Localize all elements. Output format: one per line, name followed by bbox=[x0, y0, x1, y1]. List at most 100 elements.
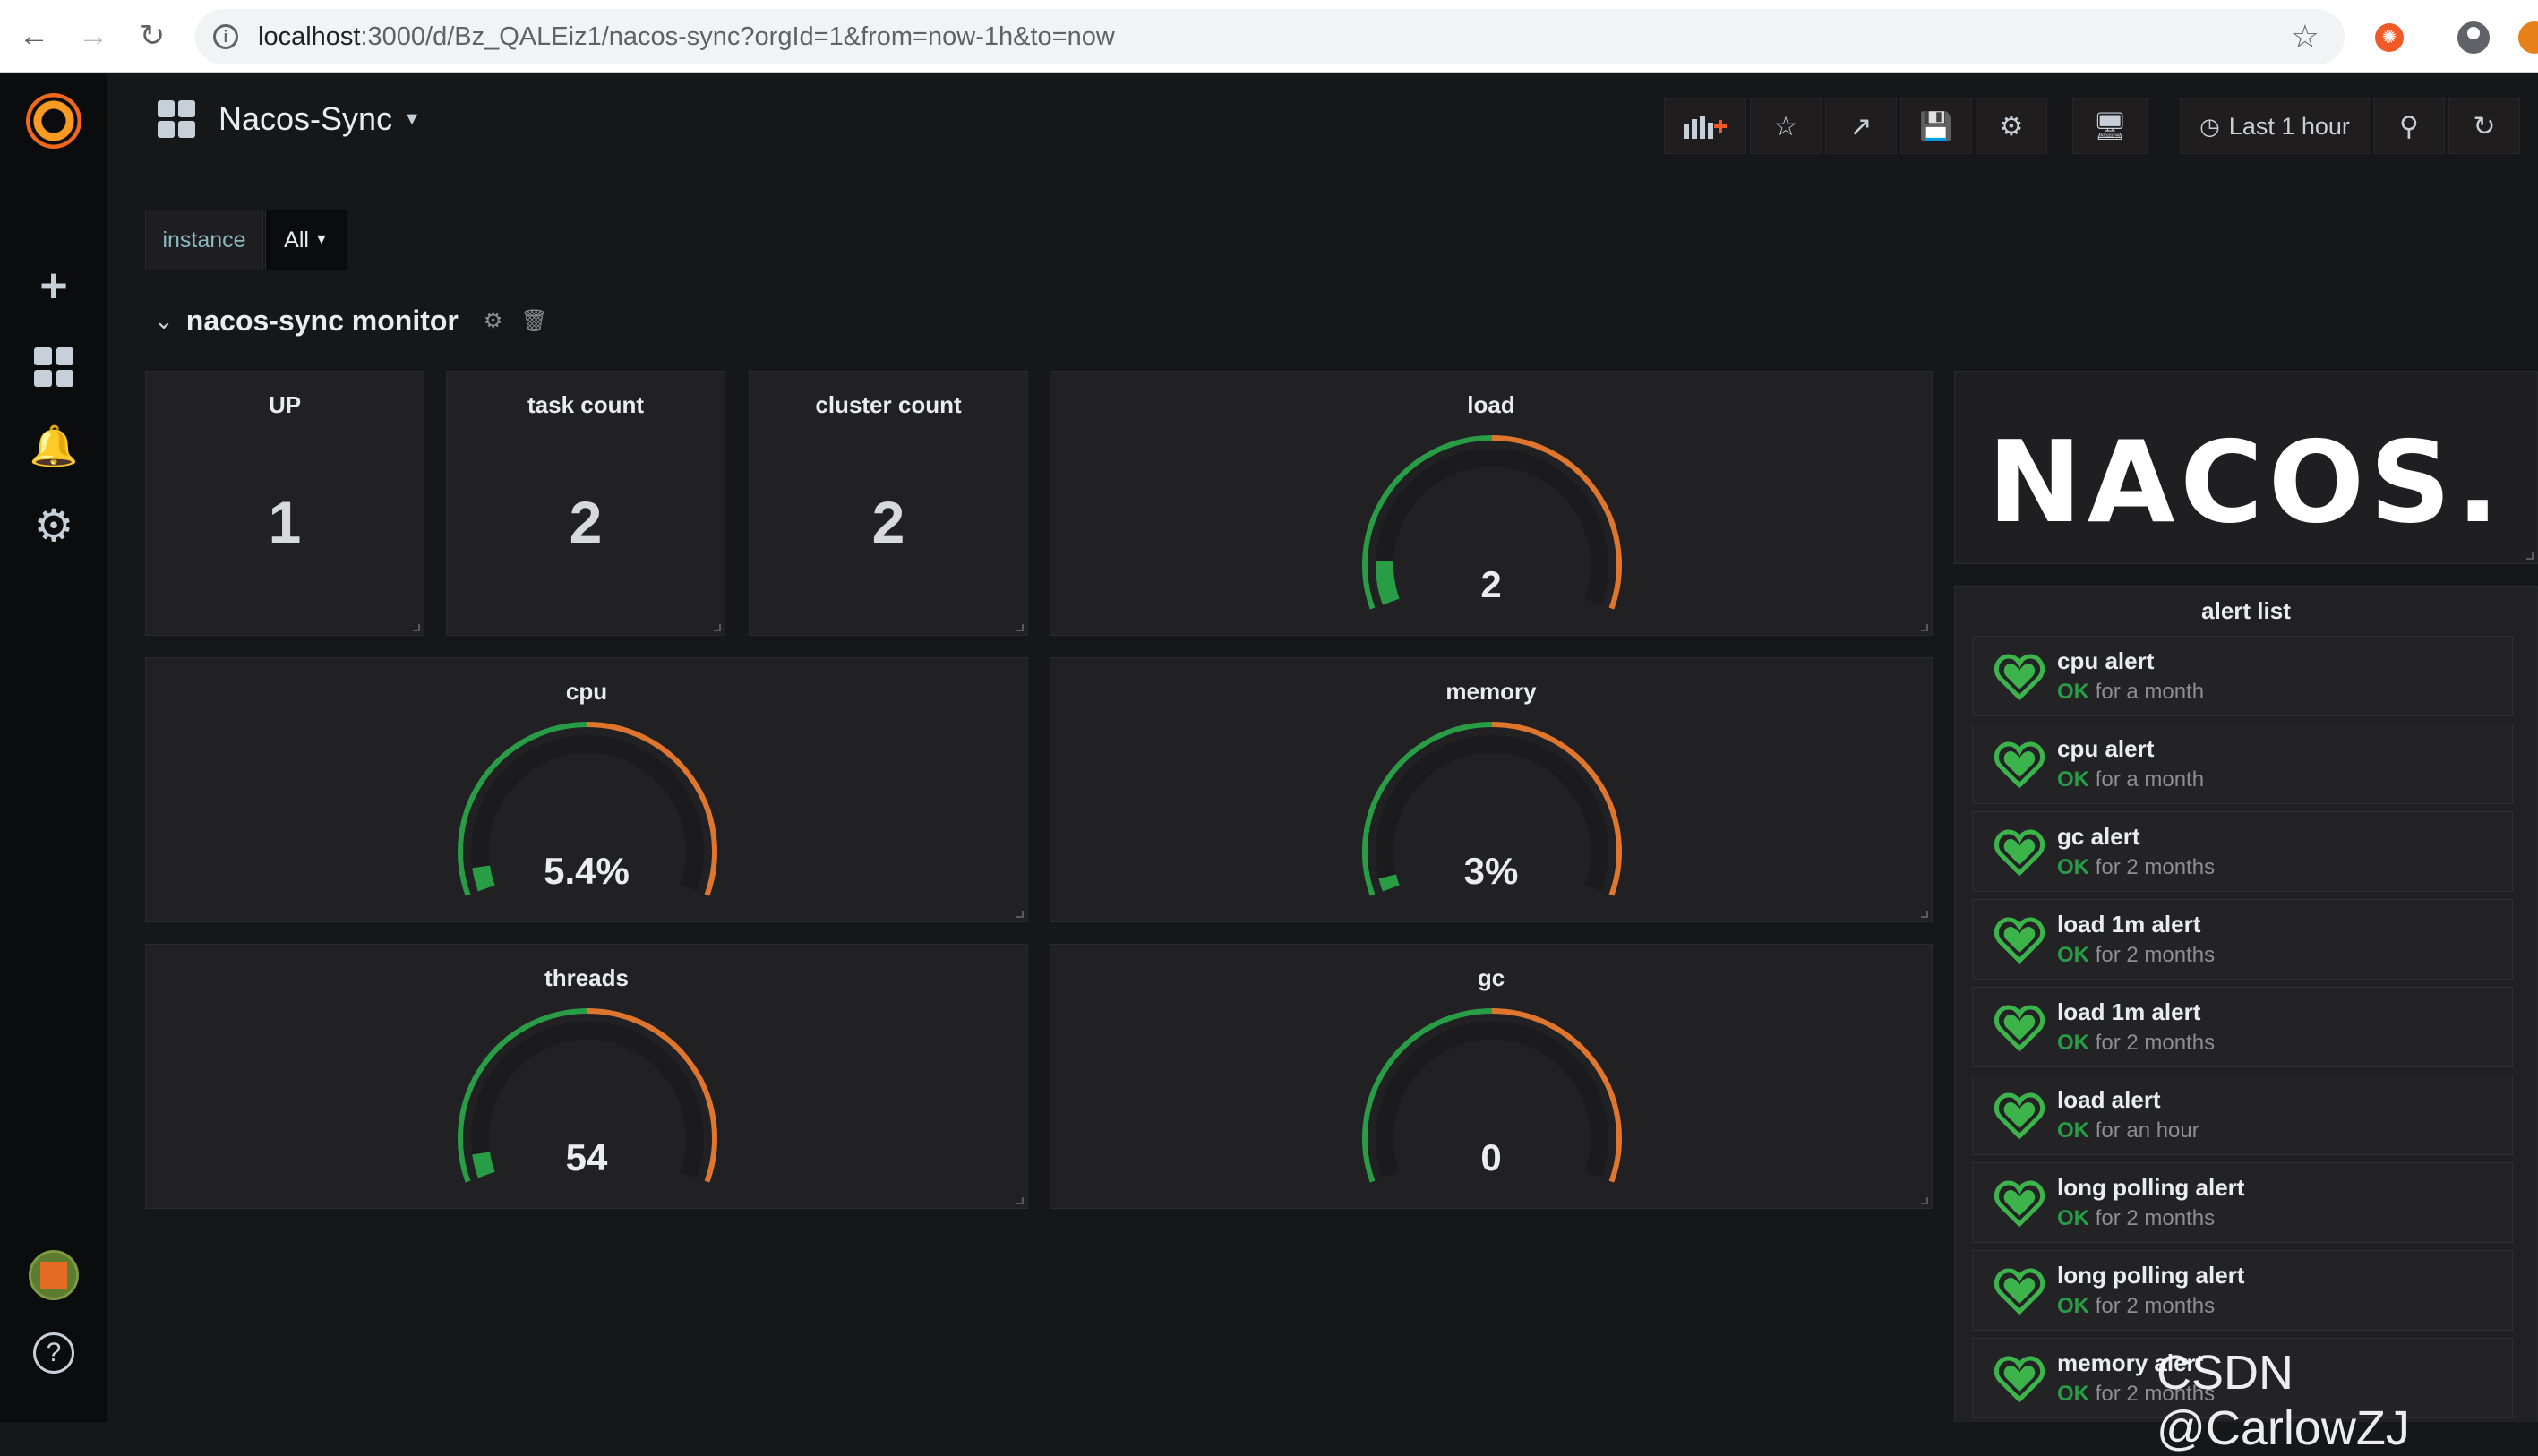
alert-list-item[interactable]: long polling alert OK for 2 months bbox=[1972, 1162, 2513, 1243]
alert-name[interactable]: memory alert bbox=[2057, 1349, 2204, 1376]
resize-handle[interactable] bbox=[1921, 624, 1928, 631]
extension-icon[interactable]: ✺ bbox=[2375, 23, 2404, 52]
gauge-memory bbox=[1362, 722, 1622, 896]
alert-list-item[interactable]: load 1m alert OK for 2 months bbox=[1972, 899, 2513, 980]
stat-panel-task-count[interactable]: task count 2 bbox=[446, 371, 725, 636]
panel-title: threads bbox=[544, 964, 629, 991]
heart-icon bbox=[1994, 741, 2045, 789]
panel-title: memory bbox=[1445, 678, 1537, 705]
resize-handle[interactable] bbox=[1921, 911, 1928, 918]
address-bar[interactable]: i localhost:3000/d/Bz_QALEiz1/nacos-sync… bbox=[195, 9, 2345, 64]
gauge-track bbox=[1376, 449, 1608, 605]
chevron-down-icon[interactable]: ⌄ bbox=[154, 307, 174, 334]
alert-name[interactable]: long polling alert bbox=[2057, 1262, 2245, 1289]
zoom-out-icon: ⚲ bbox=[2399, 111, 2419, 141]
alert-name[interactable]: load 1m alert bbox=[2057, 998, 2201, 1025]
url-text[interactable]: localhost:3000/d/Bz_QALEiz1/nacos-sync?o… bbox=[258, 22, 1115, 52]
alert-list-item[interactable]: gc alert OK for 2 months bbox=[1972, 811, 2513, 892]
row-header[interactable]: ⌄ nacos-sync monitor ⚙ 🗑 bbox=[154, 304, 548, 338]
alert-list-item[interactable]: cpu alert OK for a month bbox=[1972, 724, 2513, 804]
cycle-view-mode-button[interactable]: 🖥 bbox=[2072, 98, 2148, 154]
gauge-threshold-orange bbox=[1491, 1008, 1622, 1183]
gauge-value: 5.4% bbox=[544, 850, 630, 892]
alert-duration: for an hour bbox=[2095, 1118, 2199, 1143]
reload-icon[interactable]: ↻ bbox=[139, 19, 166, 53]
help-icon: ? bbox=[33, 1332, 74, 1374]
resize-handle[interactable] bbox=[1016, 911, 1024, 918]
dashboard-title: Nacos-Sync bbox=[219, 100, 393, 137]
info-icon[interactable]: i bbox=[213, 24, 238, 49]
stat-panel-cluster-count[interactable]: cluster count 2 bbox=[749, 371, 1028, 636]
gauge-panel-gc[interactable]: gc 0 bbox=[1050, 944, 1933, 1209]
alert-name[interactable]: cpu alert bbox=[2057, 735, 2155, 762]
dashboards-button[interactable] bbox=[0, 347, 107, 387]
heart-icon bbox=[1994, 917, 2045, 964]
alert-name[interactable]: cpu alert bbox=[2057, 647, 2155, 674]
gauge-panel-load[interactable]: load 2 bbox=[1050, 371, 1933, 636]
forward-icon[interactable]: → bbox=[78, 18, 108, 53]
resize-handle[interactable] bbox=[2526, 552, 2534, 560]
alert-list-item[interactable]: long polling alert OK for 2 months bbox=[1972, 1250, 2513, 1331]
gauge-threshold-orange bbox=[587, 1008, 717, 1183]
alert-status: OK for 2 months bbox=[2057, 855, 2215, 880]
star-dashboard-button[interactable]: ☆ bbox=[1750, 98, 1822, 154]
resize-handle[interactable] bbox=[1016, 1197, 1024, 1204]
profile-icon[interactable] bbox=[2457, 21, 2490, 54]
refresh-button[interactable]: ↻ bbox=[2448, 98, 2520, 154]
alert-list-item[interactable]: memory alert OK for 2 months bbox=[1972, 1338, 2513, 1418]
alert-name[interactable]: load 1m alert bbox=[2057, 911, 2201, 938]
back-icon[interactable]: ← bbox=[19, 18, 49, 53]
gauge-threads bbox=[458, 1008, 717, 1183]
stat-value: 1 bbox=[268, 489, 302, 555]
gauge-panel-memory[interactable]: memory 3% bbox=[1050, 657, 1933, 922]
alert-duration: for 2 months bbox=[2095, 1031, 2216, 1055]
stat-panel-up[interactable]: UP 1 bbox=[145, 371, 424, 636]
gauge-load bbox=[1362, 435, 1622, 610]
alert-list-item[interactable]: load alert OK for an hour bbox=[1972, 1075, 2513, 1155]
alert-list-item[interactable]: cpu alert OK for a month bbox=[1972, 636, 2513, 716]
logo-panel[interactable]: NACOS. bbox=[1954, 371, 2538, 564]
share-button[interactable]: ↗ bbox=[1825, 98, 1897, 154]
resize-handle[interactable] bbox=[413, 624, 420, 631]
help-button[interactable]: ? bbox=[0, 1332, 107, 1374]
alerting-button[interactable]: 🔔 bbox=[0, 423, 107, 469]
resize-handle[interactable] bbox=[1921, 1197, 1928, 1204]
time-picker-button[interactable]: ◷ Last 1 hour bbox=[2180, 98, 2370, 154]
settings-button[interactable]: ⚙ bbox=[1976, 98, 2047, 154]
alert-name[interactable]: long polling alert bbox=[2057, 1174, 2245, 1201]
alert-status: OK for 2 months bbox=[2057, 1206, 2215, 1231]
sidebar: + 🔔 ⚙ ? bbox=[0, 73, 107, 1422]
gauge-value-arc bbox=[1378, 874, 1400, 892]
extension-orange-icon[interactable] bbox=[2518, 21, 2538, 54]
create-button[interactable]: + bbox=[0, 261, 107, 310]
configuration-button[interactable]: ⚙ bbox=[0, 503, 107, 548]
heart-icon bbox=[1994, 654, 2045, 701]
zoom-out-button[interactable]: ⚲ bbox=[2373, 98, 2445, 154]
row-delete-trash-icon[interactable]: 🗑 bbox=[520, 309, 548, 333]
resize-handle[interactable] bbox=[714, 624, 721, 631]
alert-duration: for 2 months bbox=[2095, 943, 2216, 967]
alert-list-item[interactable]: load 1m alert OK for 2 months bbox=[1972, 987, 2513, 1067]
alert-name[interactable]: load alert bbox=[2057, 1086, 2161, 1113]
alert-duration: for a month bbox=[2095, 767, 2205, 792]
heart-icon bbox=[1994, 829, 2045, 877]
dashboards-grid-icon bbox=[34, 347, 73, 387]
resize-handle[interactable] bbox=[1016, 624, 1024, 631]
alert-status: OK for an hour bbox=[2057, 1118, 2199, 1143]
save-button[interactable]: 💾 bbox=[1900, 98, 1972, 154]
dashboard-picker[interactable]: Nacos-Sync ▼ bbox=[158, 100, 421, 138]
gauge-panel-cpu[interactable]: cpu 5.4% bbox=[145, 657, 1028, 922]
variable-select-instance[interactable]: All ▼ bbox=[265, 210, 347, 270]
url-host: localhost bbox=[258, 21, 361, 51]
time-range-label: Last 1 hour bbox=[2228, 112, 2350, 140]
gauge-value: 3% bbox=[1463, 850, 1519, 892]
settings-gear-icon: ⚙ bbox=[1999, 111, 2024, 141]
row-settings-gear-icon[interactable]: ⚙ bbox=[483, 309, 503, 333]
gauge-panel-threads[interactable]: threads 54 bbox=[145, 944, 1028, 1209]
grafana-logo[interactable] bbox=[0, 93, 107, 149]
alert-name[interactable]: gc alert bbox=[2057, 823, 2140, 850]
bookmark-star-icon[interactable]: ☆ bbox=[2290, 18, 2319, 55]
add-panel-button[interactable] bbox=[1664, 98, 1746, 154]
user-avatar-button[interactable] bbox=[0, 1250, 107, 1300]
share-icon: ↗ bbox=[1849, 111, 1873, 141]
